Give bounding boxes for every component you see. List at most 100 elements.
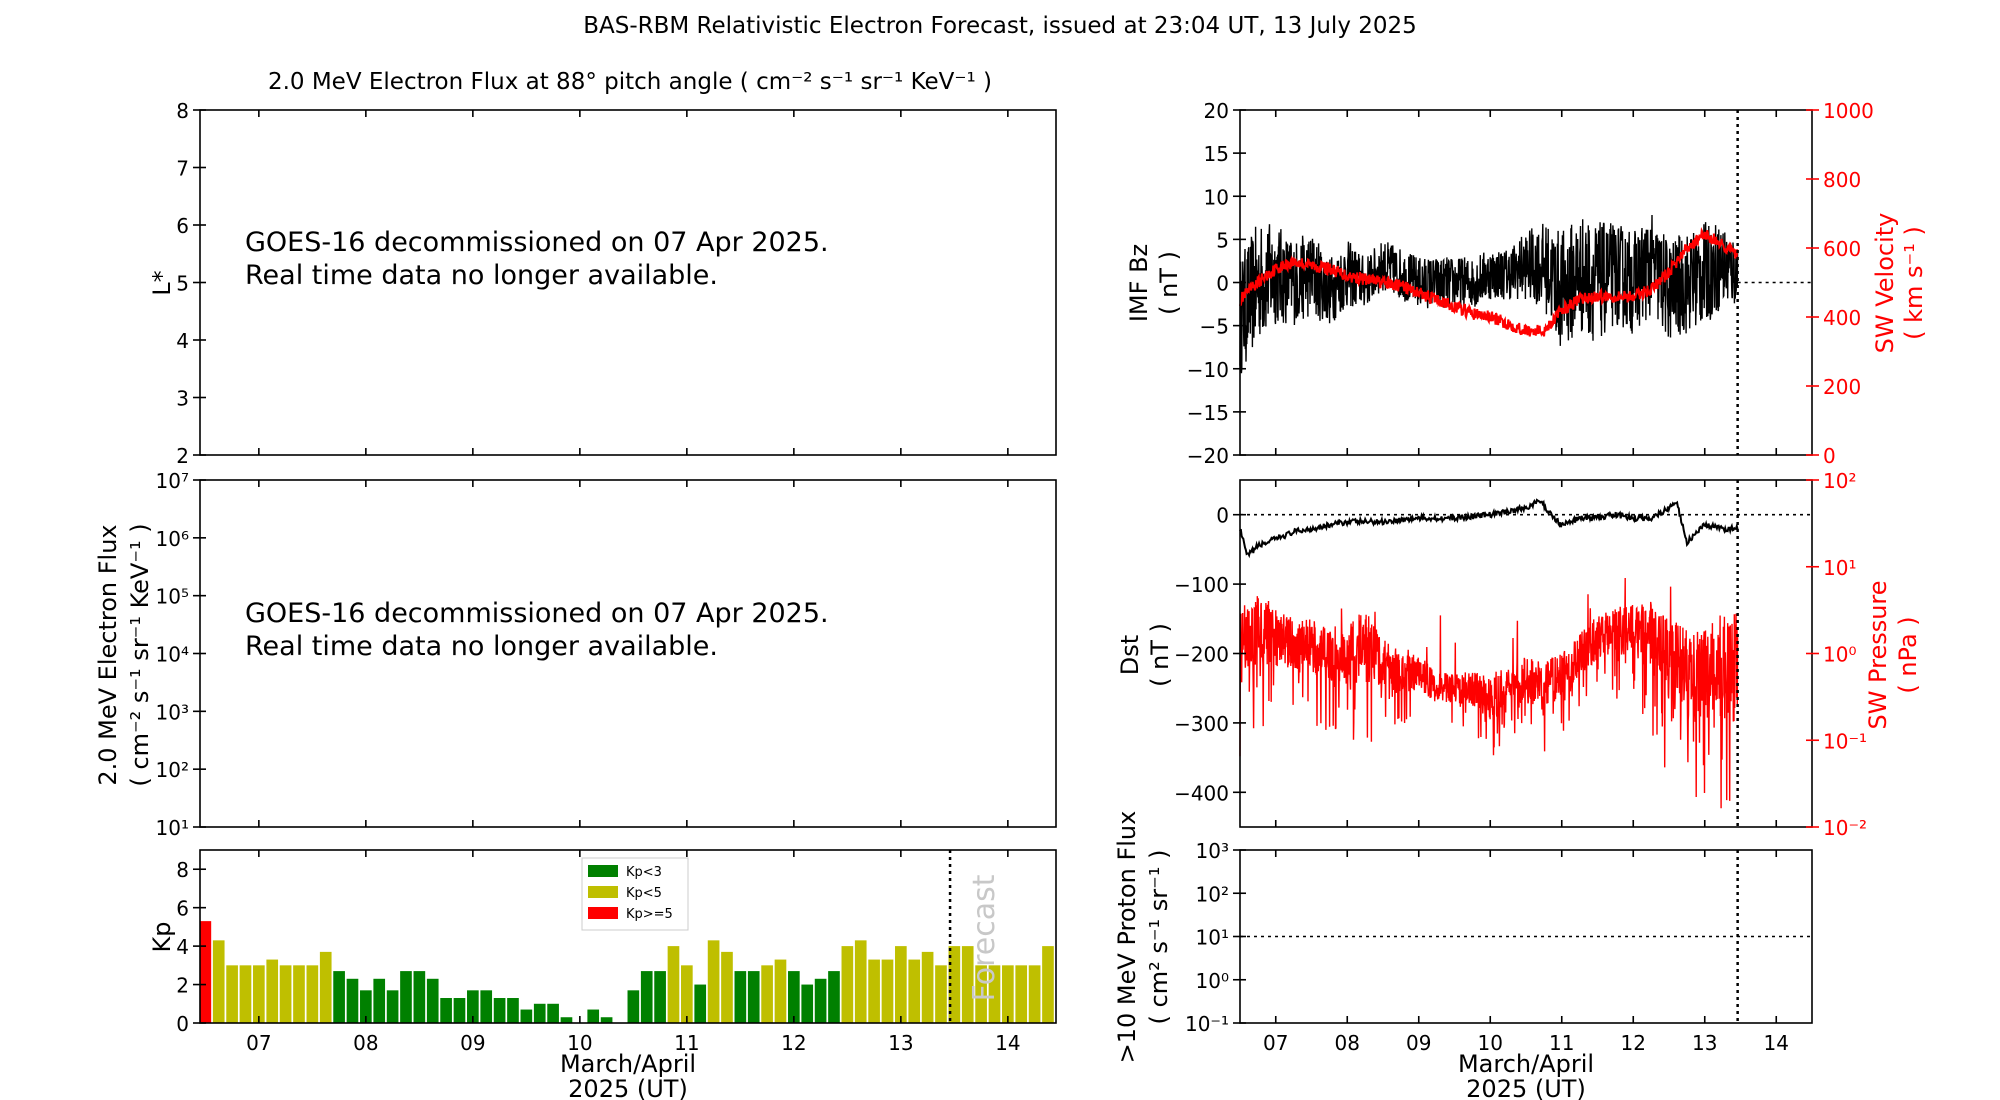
kp-bar [212,940,225,1023]
kp-bar [279,965,292,1023]
proton-xtick-label: 09 [1406,1031,1431,1055]
sw-velocity-ylabel-line2: ( km s⁻¹ ) [1900,226,1928,340]
kp-xtick-label: 11 [674,1031,699,1055]
sw-velocity-ytick-label: 400 [1823,306,1861,330]
eflux-ytick-label: 10¹ [156,816,189,840]
kp-bar [801,984,814,1023]
imf-ylabel-line1: IMF Bz [1125,244,1153,322]
kp-bar [547,1003,559,1023]
kp-bar [400,971,412,1023]
kp-bar [373,978,386,1023]
kp-bar [814,978,827,1023]
sw-velocity-ytick-label: 200 [1823,375,1861,399]
kp-bar [854,940,867,1023]
kp-bar [895,946,907,1023]
kp-forecast-label: Forecast [967,874,1002,1001]
kp-bar [533,1003,546,1023]
kp-ytick-label: 0 [176,1012,189,1036]
sw-velocity-ytick-label: 1000 [1823,99,1874,123]
kp-bar [734,971,747,1023]
sw-pressure-ytick-label: 10⁰ [1823,643,1856,667]
kp-bar [319,951,332,1023]
proton-ylabel-line1: >10 MeV Proton Flux [1113,811,1141,1064]
dst-ytick-label: −200 [1174,643,1229,667]
lstar-ytick-label: 8 [176,99,189,123]
kp-bar [507,998,519,1023]
proton-ylabel-line2: ( cm² s⁻¹ sr⁻¹ ) [1145,850,1173,1025]
kp-bar [467,990,479,1023]
kp-bar [440,998,452,1023]
kp-bar [667,946,680,1023]
eflux-ytick-label: 10⁶ [156,527,189,551]
kp-bar [253,965,265,1023]
electron-flux-panel: 10¹ 10² 10³ 10⁴ 10⁵ 10⁶ 10⁷ 2.0 MeV Electron F… [94,469,1057,840]
kp-legend-swatch [588,865,618,877]
imf-ytick-label: −10 [1187,358,1229,382]
kp-legend-label: Kp>=5 [626,907,673,922]
eflux-note-line2: Real time data no longer available. [245,631,719,662]
kp-bar [681,965,693,1023]
kp-bar [975,965,987,1023]
proton-ytick-label: 10¹ [1196,926,1229,950]
kp-xtick-label: 13 [888,1031,913,1055]
sw-pressure-ytick-label: 10² [1823,469,1856,493]
lstar-ylabel: L* [148,270,176,295]
kp-bar [600,1017,613,1023]
kp-legend-swatch [588,886,618,898]
sw-pressure-ytick-label: 10⁻¹ [1823,729,1867,753]
kp-bar [426,978,439,1023]
eflux-note-line1: GOES-16 decommissioned on 07 Apr 2025. [245,598,829,629]
kp-bar [868,959,880,1023]
eflux-ytick-label: 10⁵ [156,585,189,609]
proton-xtick-label: 11 [1549,1031,1574,1055]
kp-xlabel-line1: March/April [560,1050,696,1078]
imf-ytick-label: −20 [1187,444,1229,468]
kp-bar [935,965,947,1023]
eflux-ytick-label: 10⁴ [156,643,189,667]
kp-bar [1002,965,1014,1023]
kp-legend: Kp<3 Kp<5 Kp>=5 [581,857,689,931]
kp-bar [774,959,787,1023]
kp-bar [761,965,773,1023]
eflux-ytick-label: 10⁷ [156,469,189,493]
kp-bar [386,990,399,1023]
imf-ytick-label: −15 [1187,401,1229,425]
sw-velocity-ytick-label: 800 [1823,168,1861,192]
proton-ytick-label: 10² [1196,882,1229,906]
kp-bar [306,965,319,1023]
kp-bar [413,971,426,1023]
sw-pressure-ylabel-line2: ( nPa ) [1894,616,1922,693]
kp-bar [493,998,506,1023]
kp-bar [226,965,238,1023]
proton-ytick-label: 10⁻¹ [1185,1012,1229,1036]
kp-ytick-label: 6 [176,897,189,921]
kp-bar [239,965,252,1023]
kp-ytick-label: 8 [176,858,189,882]
lstar-ytick-label: 4 [176,329,189,353]
electron-flux-ylabel-line2: ( cm⁻² s⁻¹ sr⁻¹ KeV⁻¹ ) [126,523,154,786]
kp-xtick-label: 14 [995,1031,1020,1055]
kp-bar [988,965,1001,1023]
kp-xtick-label: 09 [460,1031,485,1055]
proton-ytick-label: 10⁰ [1196,969,1229,993]
kp-ytick-label: 2 [176,974,189,998]
kp-bar [1028,965,1041,1023]
kp-bar [841,946,854,1023]
imf-ytick-label: 15 [1204,142,1229,166]
kp-bar [266,959,279,1023]
dst-series [1239,498,1739,559]
kp-ytick-label: 4 [176,935,189,959]
kp-bar [694,984,707,1023]
kp-bar [828,971,840,1023]
kp-bar [654,971,666,1023]
imf-ytick-label: 0 [1216,272,1229,296]
kp-bar [1042,946,1054,1023]
kp-bar [293,965,305,1023]
lstar-panel: 2.0 MeV Electron Flux at 88° pitch angle… [148,69,1057,468]
kp-bar [333,971,345,1023]
sw-pressure-series [1239,577,1739,809]
eflux-decommission-note: GOES-16 decommissioned on 07 Apr 2025. R… [245,597,829,663]
proton-xtick-label: 13 [1692,1031,1717,1055]
